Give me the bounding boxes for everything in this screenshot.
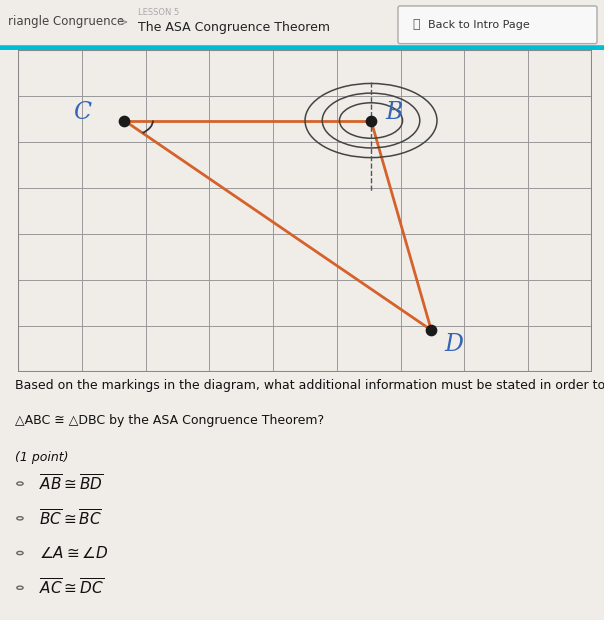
Text: D: D	[444, 333, 463, 356]
Text: (1 point): (1 point)	[15, 451, 69, 464]
Text: $\overline{BC} \cong \overline{BC}$: $\overline{BC} \cong \overline{BC}$	[39, 508, 102, 528]
Text: B: B	[385, 101, 403, 124]
Text: The ASA Congruence Theorem: The ASA Congruence Theorem	[138, 21, 330, 34]
Text: ⧉: ⧉	[412, 19, 420, 31]
Text: Back to Intro Page: Back to Intro Page	[428, 20, 530, 30]
Text: C: C	[72, 101, 91, 124]
Text: $\angle A \cong \angle D$: $\angle A \cong \angle D$	[39, 545, 109, 561]
Text: LESSON 5: LESSON 5	[138, 9, 179, 17]
Text: Based on the markings in the diagram, what additional information must be stated: Based on the markings in the diagram, wh…	[15, 379, 604, 392]
Text: riangle Congruence: riangle Congruence	[8, 16, 124, 29]
FancyBboxPatch shape	[398, 6, 597, 43]
Point	[426, 325, 436, 335]
Text: $\overline{AB} \cong \overline{BD}$: $\overline{AB} \cong \overline{BD}$	[39, 474, 104, 494]
Text: △ABC ≅ △DBC by the ASA Congruence Theorem?: △ABC ≅ △DBC by the ASA Congruence Theore…	[15, 414, 324, 427]
Point	[366, 115, 376, 125]
Text: $\overline{AC} \cong \overline{DC}$: $\overline{AC} \cong \overline{DC}$	[39, 578, 104, 598]
Point	[120, 115, 129, 125]
Text: >: >	[118, 16, 129, 29]
